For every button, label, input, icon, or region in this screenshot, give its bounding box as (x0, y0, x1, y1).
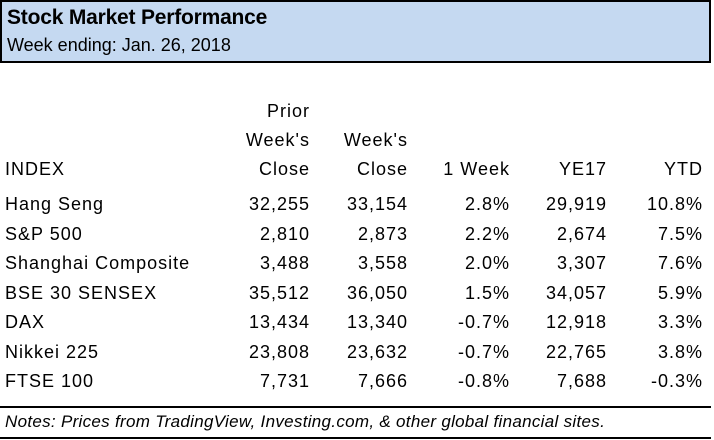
index-name-cell: DAX (5, 312, 46, 332)
close-cell: 13,340 (346, 312, 408, 332)
one-week-cell: 2.0% (464, 253, 510, 273)
ye17-cell: 29,919 (545, 194, 607, 214)
table-row-sp-500: S&P 500 2,810 2,873 2.2% 2,674 7.5% (0, 220, 710, 250)
prior-close-cell: 7,731 (259, 371, 310, 391)
ye17-cell: 7,688 (556, 371, 607, 391)
page-title: Stock Market Performance (7, 6, 268, 29)
close-cell: 3,558 (357, 253, 408, 273)
ytd-cell: 10.8% (646, 194, 703, 214)
table-header-block: Stock Market Performance Week ending: Ja… (0, 0, 711, 63)
ye17-cell: 12,918 (545, 312, 607, 332)
prior-close-cell: 3,488 (259, 253, 310, 273)
column-header-ytd: YTD (664, 159, 703, 179)
ytd-cell: 7.6% (657, 253, 703, 273)
table-row-dax: DAX 13,434 13,340 -0.7% 12,918 3.3% (0, 308, 710, 338)
index-name-cell: S&P 500 (5, 223, 83, 244)
column-header-index: INDEX (5, 159, 66, 179)
column-header-ye17: YE17 (558, 159, 607, 179)
ytd-cell: 3.8% (657, 341, 703, 362)
close-cell: 36,050 (346, 282, 408, 303)
table-row-ftse-100: FTSE 100 7,731 7,666 -0.8% 7,688 -0.3% (0, 367, 710, 397)
prior-close-cell: 13,434 (248, 312, 310, 332)
prior-close-cell: 23,808 (248, 341, 310, 362)
ytd-cell: 3.3% (657, 312, 703, 332)
one-week-cell: -0.7% (457, 341, 510, 362)
close-cell: 33,154 (346, 194, 408, 214)
table-row-bse-30-sensex: BSE 30 SENSEX 35,512 36,050 1.5% 34,057 … (0, 279, 710, 309)
ytd-cell: 7.5% (657, 223, 703, 244)
one-week-cell: -0.7% (457, 312, 510, 332)
column-header-row: INDEX Prior Week's Close Week's Close 1 … (0, 63, 710, 190)
ye17-cell: 3,307 (556, 253, 607, 273)
prior-close-cell: 32,255 (248, 194, 310, 214)
week-ending-subtitle: Week ending: Jan. 26, 2018 (7, 35, 231, 55)
table-row-nikkei-225: Nikkei 225 23,808 23,632 -0.7% 22,765 3.… (0, 338, 710, 368)
one-week-cell: 1.5% (464, 282, 510, 303)
one-week-cell: -0.8% (457, 371, 510, 391)
index-name-cell: BSE 30 SENSEX (5, 282, 158, 303)
table-row-shanghai-composite: Shanghai Composite 3,488 3,558 2.0% 3,30… (0, 249, 710, 279)
ye17-cell: 34,057 (545, 282, 607, 303)
column-header-prior-weeks-close: Prior Week's Close (245, 101, 310, 179)
table-row-hang-seng: Hang Seng 32,255 33,154 2.8% 29,919 10.8… (0, 190, 710, 220)
column-header-1-week: 1 Week (443, 159, 510, 179)
stock-index-table: INDEX Prior Week's Close Week's Close 1 … (0, 63, 710, 397)
close-cell: 7,666 (357, 371, 408, 391)
ytd-cell: -0.3% (650, 371, 703, 391)
prior-close-cell: 2,810 (259, 223, 310, 244)
ytd-cell: 5.9% (657, 282, 703, 303)
notes-footer: Notes: Prices from TradingView, Investin… (0, 406, 711, 439)
ye17-cell: 2,674 (556, 223, 607, 244)
close-cell: 23,632 (346, 341, 408, 362)
column-header-weeks-close: Week's Close (343, 130, 408, 179)
index-name-cell: Hang Seng (5, 194, 105, 214)
index-name-cell: FTSE 100 (5, 371, 95, 391)
one-week-cell: 2.2% (464, 223, 510, 244)
close-cell: 2,873 (357, 223, 408, 244)
index-name-cell: Nikkei 225 (5, 341, 100, 362)
index-name-cell: Shanghai Composite (5, 253, 191, 273)
one-week-cell: 2.8% (464, 194, 510, 214)
ye17-cell: 22,765 (545, 341, 607, 362)
prior-close-cell: 35,512 (248, 282, 310, 303)
